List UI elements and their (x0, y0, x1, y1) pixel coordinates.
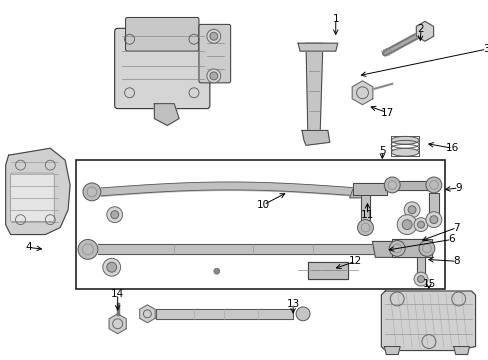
Circle shape (425, 177, 441, 193)
Bar (76, 160, 444, 289)
Polygon shape (156, 309, 292, 319)
Text: 15: 15 (422, 279, 435, 289)
Circle shape (357, 220, 373, 235)
Circle shape (417, 221, 424, 228)
Circle shape (396, 215, 416, 234)
Polygon shape (154, 104, 179, 126)
Circle shape (209, 32, 217, 40)
Polygon shape (302, 130, 329, 145)
Text: 1: 1 (332, 14, 338, 24)
Circle shape (429, 216, 437, 224)
Circle shape (213, 268, 219, 274)
Polygon shape (416, 21, 433, 41)
Text: 5: 5 (378, 146, 385, 156)
Polygon shape (298, 43, 337, 51)
Circle shape (425, 212, 441, 228)
FancyBboxPatch shape (199, 24, 230, 83)
Polygon shape (140, 305, 155, 323)
Polygon shape (453, 347, 468, 355)
Polygon shape (109, 314, 126, 334)
Circle shape (78, 239, 98, 259)
Circle shape (102, 258, 121, 276)
FancyBboxPatch shape (115, 28, 209, 109)
Polygon shape (381, 291, 474, 351)
FancyBboxPatch shape (125, 17, 199, 51)
Text: 17: 17 (380, 108, 393, 118)
Polygon shape (372, 242, 414, 257)
Circle shape (384, 177, 399, 193)
Polygon shape (349, 190, 372, 198)
Text: 4: 4 (25, 242, 32, 252)
Circle shape (110, 211, 119, 219)
Text: 8: 8 (452, 256, 459, 266)
Polygon shape (360, 195, 370, 220)
Polygon shape (385, 181, 436, 190)
FancyBboxPatch shape (11, 173, 54, 222)
Text: 6: 6 (447, 234, 454, 244)
Circle shape (206, 69, 220, 83)
Circle shape (106, 207, 122, 222)
Polygon shape (352, 183, 386, 195)
Circle shape (417, 276, 424, 283)
Polygon shape (351, 81, 372, 105)
Polygon shape (307, 262, 347, 279)
Circle shape (206, 29, 220, 43)
Text: 13: 13 (286, 299, 299, 309)
Polygon shape (6, 148, 70, 234)
Ellipse shape (390, 136, 418, 144)
Text: 7: 7 (452, 222, 459, 233)
Circle shape (209, 72, 217, 80)
Ellipse shape (390, 148, 418, 156)
Polygon shape (428, 193, 438, 218)
Text: 9: 9 (454, 183, 461, 193)
Text: 2: 2 (417, 24, 424, 34)
Polygon shape (391, 239, 431, 257)
Circle shape (407, 206, 415, 214)
Text: 14: 14 (111, 289, 124, 299)
Text: 3: 3 (482, 44, 488, 54)
Text: 11: 11 (360, 210, 373, 220)
Circle shape (403, 202, 419, 218)
Text: 16: 16 (445, 143, 458, 153)
Circle shape (413, 218, 427, 231)
Polygon shape (384, 347, 399, 355)
Circle shape (418, 240, 434, 256)
Polygon shape (416, 257, 424, 277)
Circle shape (413, 272, 427, 286)
Circle shape (296, 307, 309, 321)
Text: 10: 10 (256, 200, 269, 210)
Circle shape (106, 262, 117, 272)
Circle shape (388, 240, 405, 256)
Text: 12: 12 (348, 256, 362, 266)
Circle shape (401, 220, 411, 230)
Polygon shape (305, 43, 322, 140)
Circle shape (83, 183, 101, 201)
